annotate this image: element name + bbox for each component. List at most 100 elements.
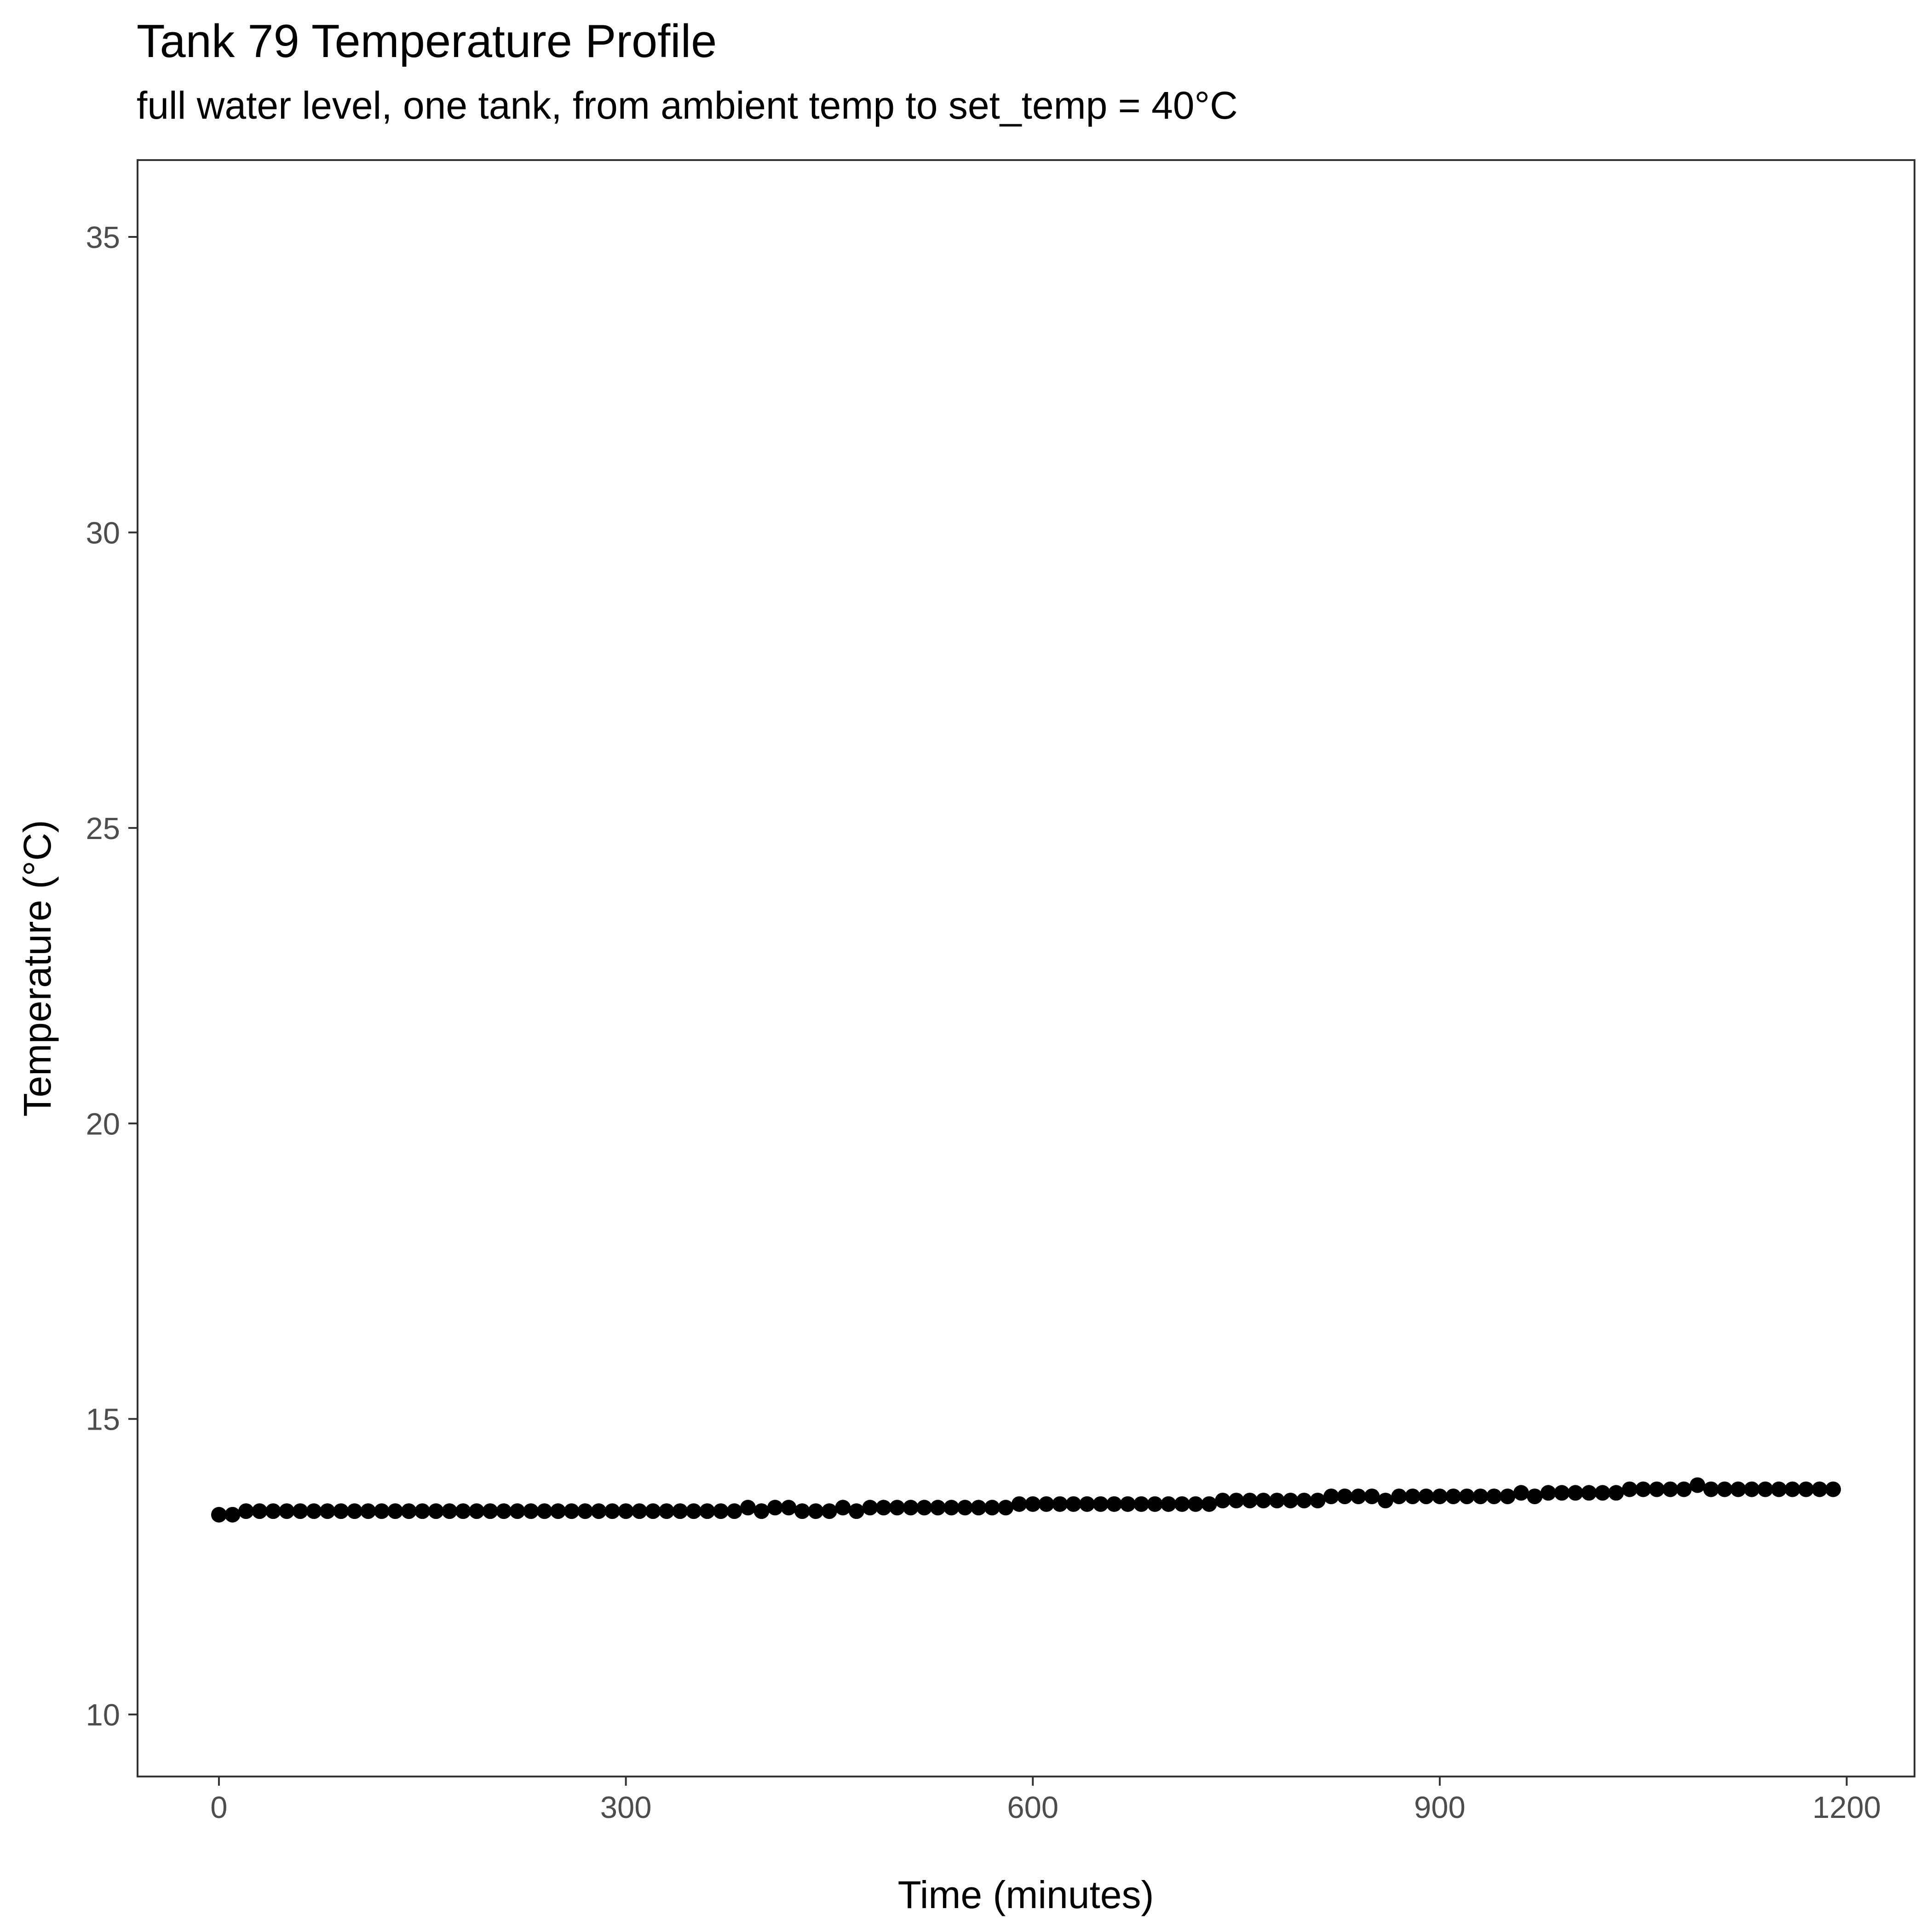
data-point <box>333 1503 349 1519</box>
data-point <box>1025 1496 1041 1512</box>
data-point <box>943 1500 960 1516</box>
data-point <box>1106 1496 1122 1512</box>
data-point <box>971 1500 987 1516</box>
data-point <box>577 1503 593 1519</box>
data-point <box>523 1503 539 1519</box>
data-point <box>1690 1477 1706 1493</box>
data-point <box>1188 1496 1204 1512</box>
y-axis-title: Temperature (°C) <box>16 820 59 1116</box>
data-point <box>469 1503 485 1519</box>
data-point <box>1133 1496 1150 1512</box>
data-point <box>753 1503 770 1519</box>
x-tick-label: 1200 <box>1812 1790 1881 1825</box>
data-point <box>238 1503 254 1519</box>
data-point <box>1811 1481 1828 1497</box>
data-point <box>794 1503 810 1519</box>
data-point <box>211 1506 227 1523</box>
data-point <box>984 1500 1000 1516</box>
data-point <box>1092 1496 1109 1512</box>
data-point <box>442 1503 458 1519</box>
data-point <box>1011 1496 1027 1512</box>
data-point <box>1635 1481 1651 1497</box>
data-point <box>1676 1481 1692 1497</box>
data-point <box>686 1503 702 1519</box>
data-point <box>1296 1492 1312 1508</box>
data-point <box>1065 1496 1081 1512</box>
data-point <box>292 1503 308 1519</box>
data-point <box>1337 1488 1353 1504</box>
data-point <box>1608 1485 1624 1501</box>
data-point <box>374 1503 390 1519</box>
data-point <box>875 1500 891 1516</box>
data-point <box>726 1503 742 1519</box>
data-point <box>387 1503 403 1519</box>
data-point <box>1513 1485 1529 1501</box>
data-point <box>428 1503 444 1519</box>
data-point <box>1459 1488 1475 1504</box>
data-point <box>482 1503 498 1519</box>
data-point <box>1432 1488 1448 1504</box>
data-point <box>659 1503 675 1519</box>
data-point <box>265 1503 281 1519</box>
data-point <box>1364 1488 1380 1504</box>
data-point <box>401 1503 417 1519</box>
data-point <box>645 1503 661 1519</box>
data-point <box>957 1500 973 1516</box>
data-point <box>1052 1496 1068 1512</box>
x-axis-title: Time (minutes) <box>898 1873 1154 1916</box>
data-point <box>1649 1481 1665 1497</box>
data-point <box>1242 1492 1258 1508</box>
data-point <box>1703 1481 1719 1497</box>
chart-subtitle: full water level, one tank, from ambient… <box>137 84 1238 127</box>
data-point <box>781 1500 797 1516</box>
data-point <box>1594 1485 1610 1501</box>
data-point <box>1771 1481 1787 1497</box>
data-point <box>346 1503 362 1519</box>
data-point <box>1418 1488 1434 1504</box>
data-point <box>1404 1488 1420 1504</box>
y-tick-label: 20 <box>86 1107 120 1141</box>
data-point <box>252 1503 268 1519</box>
data-point <box>1500 1488 1516 1504</box>
data-point <box>1798 1481 1814 1497</box>
data-point <box>1269 1492 1285 1508</box>
data-point <box>713 1503 729 1519</box>
data-point <box>1120 1496 1136 1512</box>
data-point <box>1391 1488 1407 1504</box>
data-point <box>889 1500 905 1516</box>
data-point <box>455 1503 471 1519</box>
data-point <box>1377 1492 1393 1508</box>
data-point <box>279 1503 295 1519</box>
data-point <box>916 1500 932 1516</box>
data-point <box>1310 1492 1326 1508</box>
data-point <box>672 1503 688 1519</box>
data-point <box>1445 1488 1461 1504</box>
data-point <box>1201 1496 1217 1512</box>
chart-title: Tank 79 Temperature Profile <box>137 16 717 67</box>
data-point <box>1744 1481 1760 1497</box>
y-tick-label: 30 <box>86 516 120 550</box>
data-point <box>848 1503 864 1519</box>
data-point <box>1567 1485 1583 1501</box>
data-point <box>1757 1481 1773 1497</box>
data-point <box>618 1503 634 1519</box>
data-point <box>808 1503 824 1519</box>
data-point <box>1472 1488 1489 1504</box>
y-tick-label: 10 <box>86 1698 120 1732</box>
data-point <box>564 1503 580 1519</box>
plot-panel <box>137 159 1915 1777</box>
data-point <box>862 1500 878 1516</box>
data-point <box>767 1500 783 1516</box>
y-tick-label: 15 <box>86 1403 120 1437</box>
data-point <box>1038 1496 1054 1512</box>
data-point <box>509 1503 525 1519</box>
data-point <box>1174 1496 1190 1512</box>
data-point <box>930 1500 946 1516</box>
data-point <box>1730 1481 1746 1497</box>
data-point <box>604 1503 621 1519</box>
data-point <box>1662 1481 1679 1497</box>
x-tick-label: 900 <box>1414 1790 1466 1825</box>
data-point <box>360 1503 376 1519</box>
data-point <box>1784 1481 1800 1497</box>
